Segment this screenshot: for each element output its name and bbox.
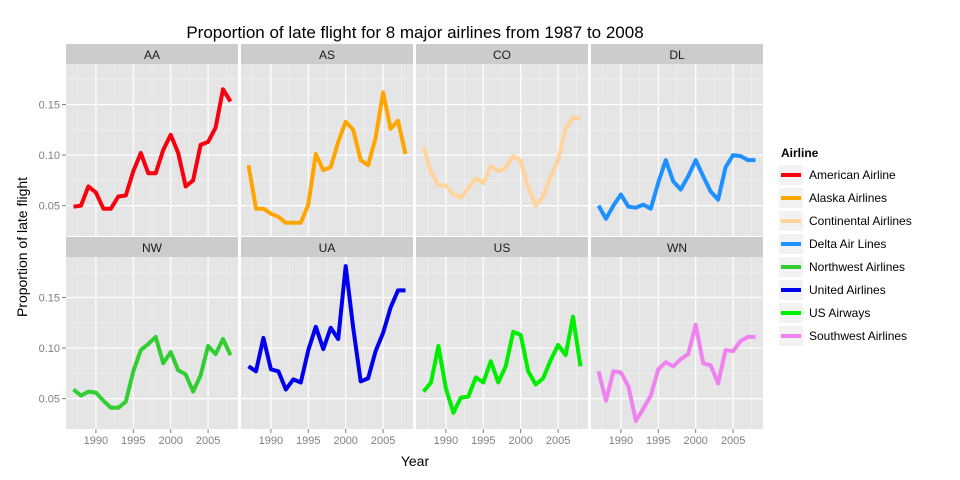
legend-title: Airline bbox=[781, 146, 819, 160]
legend-item-nw: Northwest Airlines bbox=[779, 257, 905, 277]
legend-label-aa: American Airline bbox=[809, 168, 896, 182]
facet-strip-us bbox=[416, 237, 588, 257]
series-line-wn bbox=[596, 322, 756, 423]
x-tick-label: 2005 bbox=[371, 435, 395, 447]
legend-label-co: Continental Airlines bbox=[809, 214, 912, 228]
legend-label-dl: Delta Air Lines bbox=[809, 237, 886, 251]
x-tick-label: 2005 bbox=[196, 435, 220, 447]
chart-title: Proportion of late flight for 8 major ai… bbox=[186, 23, 643, 42]
x-tick-label: 1990 bbox=[259, 435, 283, 447]
facet-strip-wn bbox=[591, 237, 763, 257]
series-line-nw bbox=[72, 334, 233, 410]
facet-strip-label-dl: DL bbox=[669, 48, 685, 62]
series-line-aa bbox=[73, 87, 233, 211]
facet-strip-nw bbox=[66, 237, 238, 257]
facet-panel-as: AS bbox=[241, 44, 413, 236]
legend-label-us: US Airways bbox=[809, 306, 870, 320]
y-tick-label: 0.05 bbox=[39, 394, 60, 406]
facet-panel-nw: NW 0.05 0.10 0.15 1990 1995 2000 2005 bbox=[39, 237, 238, 447]
x-tick-label: 1990 bbox=[84, 435, 108, 447]
legend-item-co: Continental Airlines bbox=[779, 211, 912, 231]
facet-panel-aa: AA 0.05 0.10 0.15 bbox=[39, 44, 238, 236]
legend-item-us: US Airways bbox=[779, 303, 870, 323]
legend: Airline American Airline Alaska Airlines C… bbox=[779, 146, 912, 346]
facet-strip-label-ua: UA bbox=[319, 241, 336, 255]
x-tick-label: 1995 bbox=[646, 435, 670, 447]
y-tick-label: 0.15 bbox=[39, 99, 60, 111]
facet-strip-label-wn: WN bbox=[667, 241, 687, 255]
y-tick-label: 0.05 bbox=[39, 201, 60, 213]
legend-item-ua: United Airlines bbox=[779, 280, 886, 300]
facet-strip-as bbox=[241, 44, 413, 64]
x-tick-label: 2000 bbox=[683, 435, 707, 447]
facet-strip-aa bbox=[66, 44, 238, 64]
facet-panel-us: US 1990 1995 2000 2005 bbox=[416, 237, 588, 447]
legend-label-nw: Northwest Airlines bbox=[809, 260, 905, 274]
facet-panels: AA 0.05 0.10 0.15 AS CO DL NW 0.05 0.10 0.15 1990 19… bbox=[39, 44, 763, 447]
facet-panel-co: CO bbox=[416, 44, 588, 236]
x-tick-label: 2000 bbox=[333, 435, 357, 447]
legend-item-dl: Delta Air Lines bbox=[779, 234, 886, 254]
x-tick-label: 2000 bbox=[508, 435, 532, 447]
y-tick-label: 0.10 bbox=[39, 343, 60, 355]
series-line-as bbox=[246, 90, 408, 225]
facet-strip-co bbox=[416, 44, 588, 64]
series-line-dl bbox=[596, 153, 756, 221]
legend-item-as: Alaska Airlines bbox=[779, 188, 887, 208]
facet-strip-label-nw: NW bbox=[142, 241, 163, 255]
facet-panel-wn: WN 1990 1995 2000 2005 bbox=[591, 237, 763, 447]
legend-label-as: Alaska Airlines bbox=[809, 191, 887, 205]
x-tick-label: 1995 bbox=[471, 435, 495, 447]
x-tick-label: 2005 bbox=[721, 435, 745, 447]
series-line-co bbox=[421, 115, 581, 208]
facet-strip-label-us: US bbox=[494, 241, 511, 255]
x-tick-label: 1995 bbox=[296, 435, 320, 447]
legend-item-wn: Southwest Airlines bbox=[779, 326, 907, 346]
x-tick-label: 2005 bbox=[546, 435, 570, 447]
legend-label-ua: United Airlines bbox=[809, 283, 886, 297]
series-line-ua bbox=[247, 264, 406, 392]
facet-strip-dl bbox=[591, 44, 763, 64]
facet-panel-ua: UA 1990 1995 2000 2005 bbox=[241, 237, 413, 447]
facet-strip-ua bbox=[241, 237, 413, 257]
legend-item-aa: American Airline bbox=[779, 165, 896, 185]
facet-panel-dl: DL bbox=[591, 44, 763, 236]
x-tick-label: 1995 bbox=[121, 435, 145, 447]
y-axis-title: Proportion of late flight bbox=[14, 177, 30, 317]
x-tick-label: 1990 bbox=[609, 435, 633, 447]
legend-label-wn: Southwest Airlines bbox=[809, 329, 907, 343]
y-tick-label: 0.15 bbox=[39, 292, 60, 304]
series-line-us bbox=[421, 314, 583, 415]
facet-strip-label-co: CO bbox=[493, 48, 511, 62]
x-tick-label: 2000 bbox=[158, 435, 182, 447]
facet-strip-label-as: AS bbox=[319, 48, 335, 62]
x-axis-title: Year bbox=[401, 453, 430, 469]
facet-strip-label-aa: AA bbox=[144, 48, 160, 62]
x-tick-label: 1990 bbox=[434, 435, 458, 447]
y-tick-label: 0.10 bbox=[39, 150, 60, 162]
